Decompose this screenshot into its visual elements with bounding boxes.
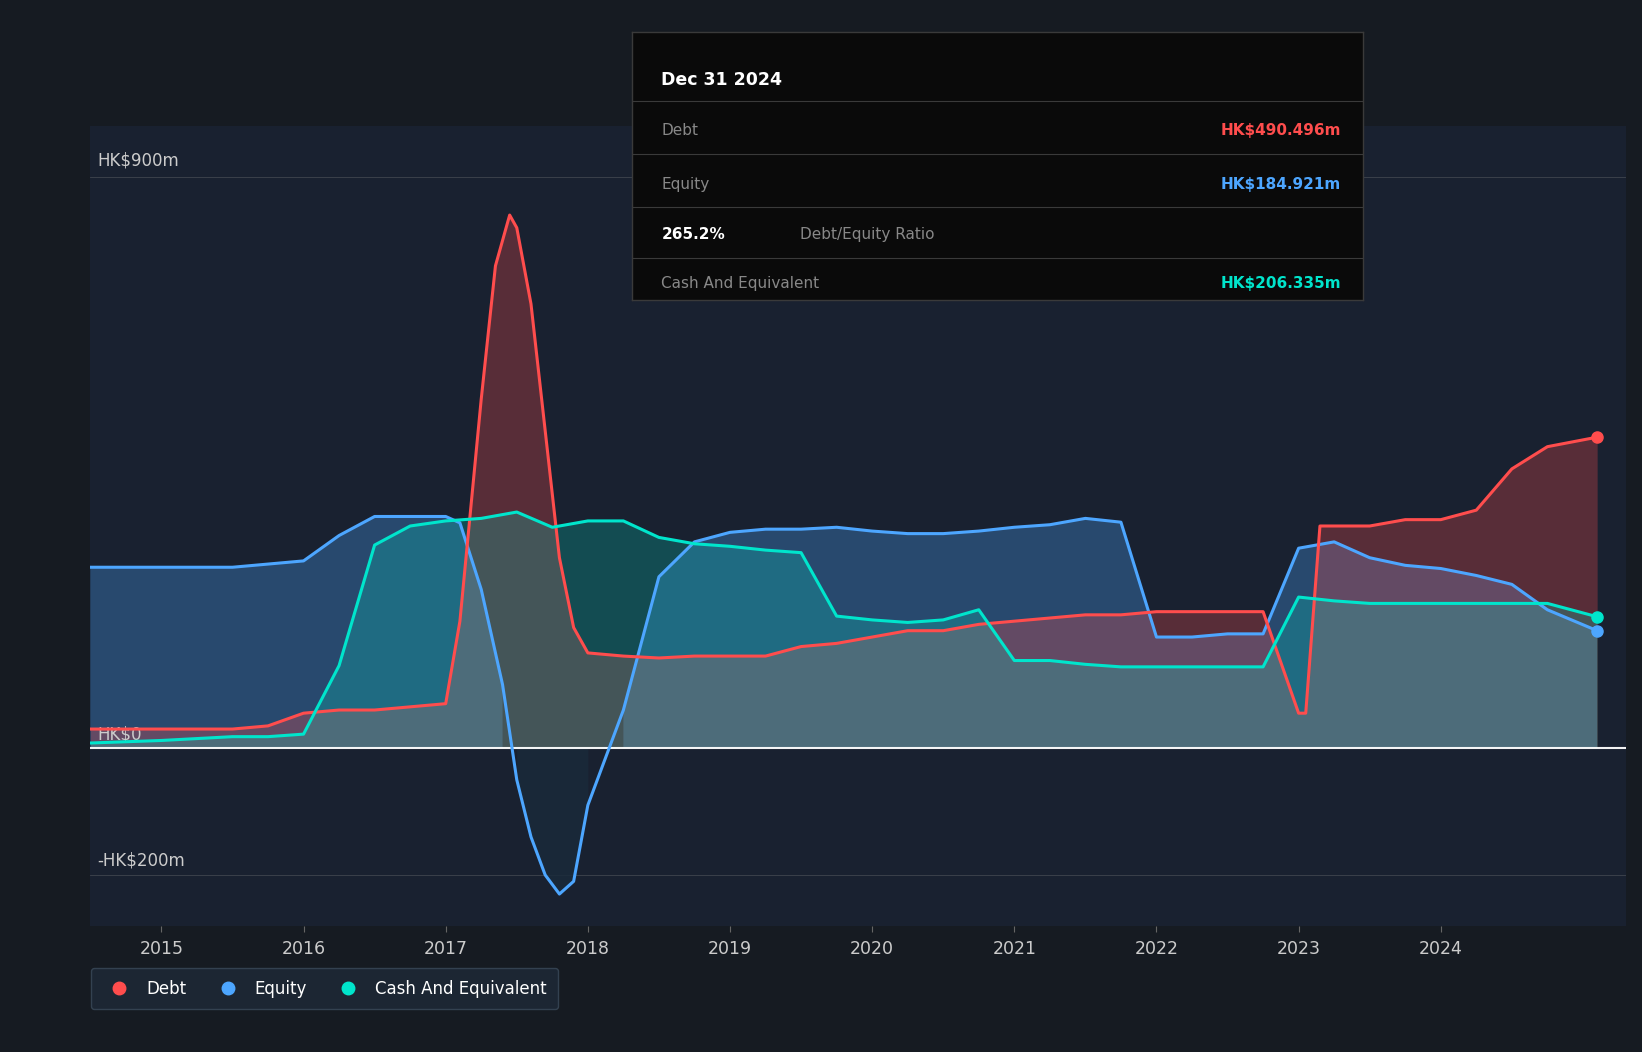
Text: -HK$200m: -HK$200m bbox=[97, 852, 186, 870]
Text: Cash And Equivalent: Cash And Equivalent bbox=[662, 277, 819, 291]
Text: HK$900m: HK$900m bbox=[97, 151, 179, 169]
Text: 265.2%: 265.2% bbox=[662, 226, 726, 242]
Text: HK$206.335m: HK$206.335m bbox=[1220, 277, 1342, 291]
Text: HK$0: HK$0 bbox=[97, 725, 141, 743]
Text: HK$490.496m: HK$490.496m bbox=[1220, 123, 1342, 138]
Text: Debt/Equity Ratio: Debt/Equity Ratio bbox=[800, 226, 934, 242]
Text: Dec 31 2024: Dec 31 2024 bbox=[662, 70, 782, 88]
Text: HK$184.921m: HK$184.921m bbox=[1220, 177, 1342, 191]
Text: Debt: Debt bbox=[662, 123, 698, 138]
Text: Equity: Equity bbox=[662, 177, 709, 191]
Legend: Debt, Equity, Cash And Equivalent: Debt, Equity, Cash And Equivalent bbox=[90, 968, 558, 1009]
